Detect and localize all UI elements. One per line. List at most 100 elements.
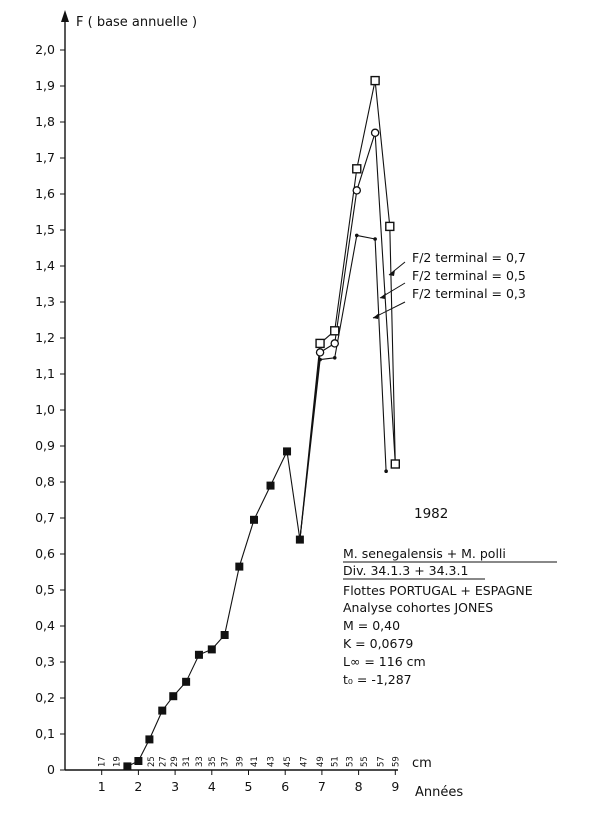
length-label: 41 — [250, 756, 260, 767]
x-tick-label: 1 — [98, 779, 106, 794]
length-label: 49 — [316, 756, 326, 767]
x-tick-label: 4 — [208, 779, 216, 794]
x-tick-label: 7 — [318, 779, 326, 794]
legend-arrowhead — [389, 270, 395, 276]
year-label: 1982 — [414, 506, 448, 522]
length-label: 27 — [158, 756, 168, 767]
y-tick-label: 1,9 — [35, 78, 55, 93]
point-open-square — [390, 459, 400, 469]
info-t0: t₀ = -1,287 — [343, 672, 412, 687]
y-tick-label: 1,5 — [35, 222, 55, 237]
info-m: M = 0,40 — [343, 618, 400, 633]
point-open-square — [330, 326, 340, 336]
length-label: 57 — [377, 756, 387, 767]
length-label: 39 — [235, 756, 245, 767]
length-label: 19 — [112, 756, 122, 767]
point-open-square — [315, 338, 325, 349]
length-label: 53 — [345, 756, 355, 767]
point-filled-square — [235, 562, 244, 571]
series-line-open-square — [299, 80, 396, 540]
y-axis-label: F ( base annuelle ) — [76, 15, 197, 30]
y-tick-label: 0 — [47, 762, 55, 777]
y-tick-label: 0,5 — [35, 582, 55, 597]
y-tick-label: 0,8 — [35, 474, 55, 489]
y-ticks: 0 0,1 0,2 0,3 0,4 0,5 0,6 0,7 0,8 0,9 1,0 1,1 1,2 1,3… — [35, 42, 65, 777]
point-open-circle — [352, 186, 362, 195]
point-filled-square — [134, 757, 143, 765]
point-filled-square — [283, 447, 292, 456]
y-tick-label: 0,3 — [35, 654, 55, 669]
point-filled-square — [123, 762, 132, 771]
point-small-dot — [354, 233, 359, 238]
point-filled-square — [295, 535, 304, 544]
legend-label: F/2 terminal = 0,3 — [412, 286, 526, 301]
length-label: 37 — [221, 756, 231, 767]
point-filled-square — [250, 515, 259, 524]
x-tick-label: 2 — [134, 779, 142, 794]
length-label: 35 — [208, 756, 218, 767]
point-filled-square — [266, 481, 275, 490]
legend-arrowhead — [373, 313, 379, 319]
length-label: 55 — [360, 756, 370, 767]
y-tick-label: 1,7 — [35, 150, 55, 165]
y-axis-arrow — [61, 10, 69, 22]
length-label: 43 — [267, 756, 277, 767]
x-axis-label: Années — [415, 785, 463, 800]
info-fleets: Flottes PORTUGAL + ESPAGNE — [343, 583, 533, 598]
point-small-dot — [318, 357, 322, 362]
point-open-square — [370, 75, 380, 86]
y-tick-label: 1,1 — [35, 366, 55, 381]
info-division: Div. 34.1.3 + 34.3.1 — [343, 563, 468, 578]
info-analysis: Analyse cohortes JONES — [343, 600, 493, 615]
length-label: 25 — [147, 756, 157, 767]
y-tick-label: 0,6 — [35, 546, 55, 561]
legend-label: F/2 terminal = 0,5 — [412, 268, 526, 283]
point-small-dot — [373, 237, 377, 241]
y-tick-label: 0,7 — [35, 510, 55, 525]
y-tick-label: 0,9 — [35, 438, 55, 453]
legend-label: F/2 terminal = 0,7 — [412, 250, 526, 265]
length-label: 29 — [170, 756, 180, 767]
point-open-circle — [370, 128, 380, 138]
length-label: 47 — [300, 756, 310, 767]
point-open-circle — [315, 348, 325, 357]
x-tick-label: 9 — [391, 779, 399, 794]
y-tick-label: 1,4 — [35, 258, 55, 273]
y-tick-label: 1,8 — [35, 114, 55, 129]
length-label: 59 — [391, 756, 401, 767]
y-tick-label: 0,2 — [35, 690, 55, 705]
point-open-square — [385, 221, 395, 232]
y-tick-label: 1,0 — [35, 402, 55, 417]
y-tick-label: 0,1 — [35, 726, 55, 741]
length-unit-label: cm — [412, 756, 432, 771]
x-tick-label: 8 — [355, 779, 363, 794]
y-tick-label: 0,4 — [35, 618, 55, 633]
point-filled-square — [220, 631, 229, 639]
info-linf: L∞ = 116 cm — [343, 654, 426, 669]
point-filled-square — [194, 650, 203, 659]
y-tick-label: 2,0 — [35, 42, 55, 57]
series-layer — [123, 75, 400, 771]
point-filled-square — [182, 677, 191, 686]
x-tick-label: 3 — [171, 779, 179, 794]
point-filled-square — [158, 706, 167, 715]
length-label: 17 — [98, 756, 108, 767]
info-block: M. senegalensis + M. polli Div. 34.1.3 +… — [343, 546, 557, 687]
series-line-open-circle — [299, 132, 396, 540]
point-small-dot — [332, 356, 337, 360]
length-labels: 17 19 25 27 29 31 33 35 37 39 41 43 45 47 49 51 53 55 57 59 — [98, 756, 402, 767]
y-tick-label: 1,2 — [35, 330, 55, 345]
length-label: 31 — [182, 756, 192, 767]
info-k: K = 0,0679 — [343, 636, 413, 651]
x-ticks: 1 2 3 4 5 6 7 8 9 — [98, 770, 399, 794]
series-line-filled-square — [127, 450, 301, 767]
point-filled-square — [145, 735, 154, 744]
axes — [61, 10, 398, 771]
y-tick-label: 1,6 — [35, 186, 55, 201]
y-tick-label: 1,3 — [35, 294, 55, 309]
info-species: M. senegalensis + M. polli — [343, 546, 506, 561]
point-open-circle — [330, 339, 339, 348]
length-label: 45 — [283, 756, 293, 767]
point-filled-square — [207, 645, 216, 654]
